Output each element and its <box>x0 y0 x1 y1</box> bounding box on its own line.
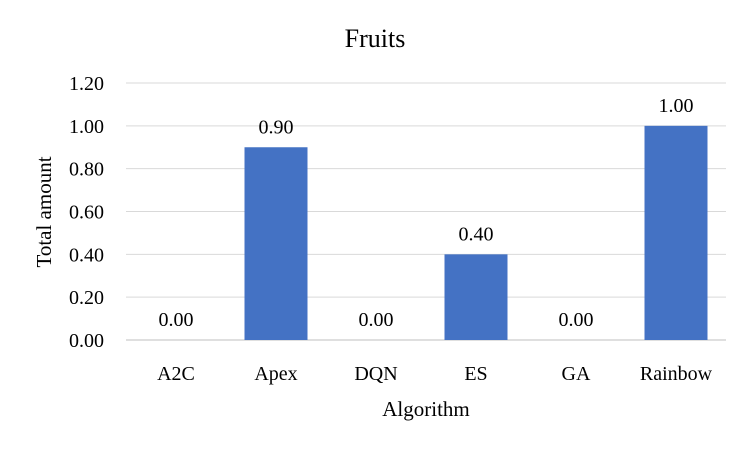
data-label-dqn: 0.00 <box>359 309 394 331</box>
y-tick-label: 0.20 <box>69 287 104 309</box>
x-tick-label-rainbow: Rainbow <box>640 363 713 385</box>
y-tick-label: 0.60 <box>69 202 104 224</box>
chart-title: Fruits <box>345 24 406 53</box>
y-tick-label: 0.80 <box>69 159 104 181</box>
y-axis-ticks: 0.00 0.20 0.40 0.60 0.80 1.00 1.20 <box>69 73 104 352</box>
bar-rainbow <box>644 125 708 340</box>
x-axis-ticks: A2C Apex DQN ES GA Rainbow <box>157 363 713 385</box>
data-label-a2c: 0.00 <box>159 309 194 331</box>
x-axis-title: Algorithm <box>382 397 470 421</box>
data-label-ga: 0.00 <box>559 309 594 331</box>
x-tick-label-dqn: DQN <box>354 363 397 385</box>
bars <box>244 125 708 340</box>
x-tick-label-ga: GA <box>562 363 591 385</box>
data-label-rainbow: 1.00 <box>659 95 694 117</box>
bar-es <box>444 254 508 340</box>
x-tick-label-apex: Apex <box>254 363 297 385</box>
data-label-es: 0.40 <box>459 223 494 245</box>
y-tick-label: 0.00 <box>69 330 104 352</box>
x-tick-label-es: ES <box>464 363 487 385</box>
bar-apex <box>244 147 308 340</box>
gridlines <box>126 82 726 341</box>
y-tick-label: 1.20 <box>69 73 104 95</box>
data-label-apex: 0.90 <box>259 116 294 138</box>
y-tick-label: 0.40 <box>69 244 104 266</box>
y-tick-label: 1.00 <box>69 116 104 138</box>
data-labels: 0.00 0.90 0.00 0.40 0.00 1.00 <box>159 95 694 331</box>
y-axis-title: Total amount <box>32 156 56 267</box>
x-tick-label-a2c: A2C <box>157 363 195 385</box>
